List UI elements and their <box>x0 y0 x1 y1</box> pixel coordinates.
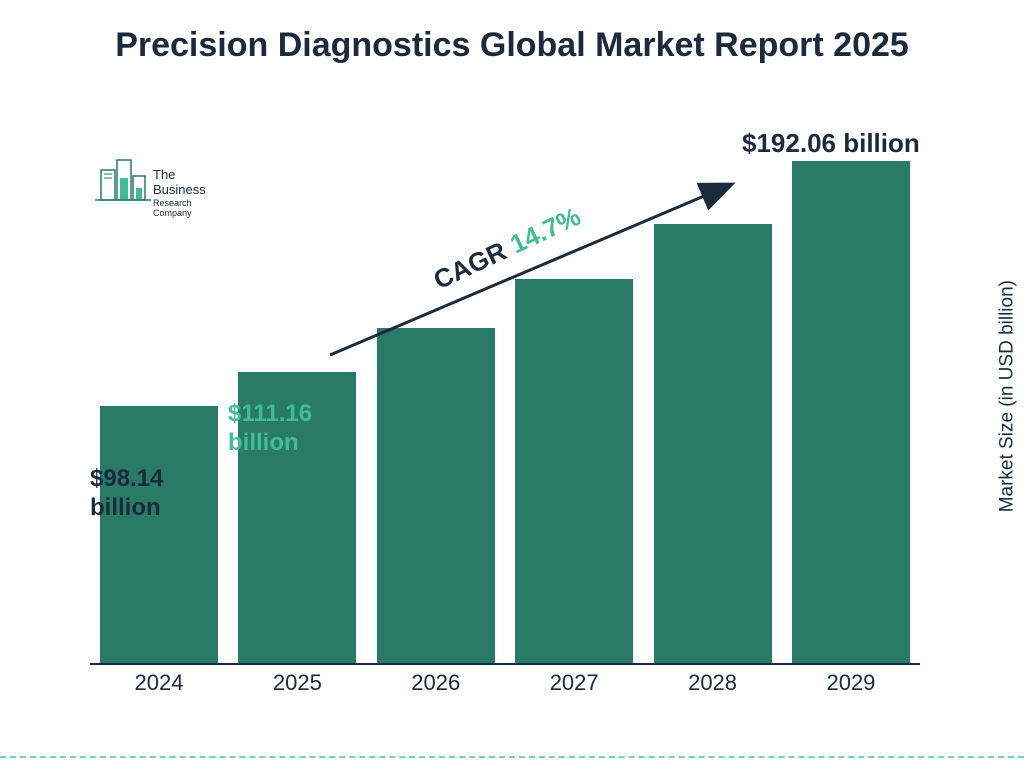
x-axis-tick-label: 2026 <box>377 670 495 696</box>
x-axis-baseline <box>90 663 920 665</box>
bar <box>377 328 495 663</box>
x-axis-tick-label: 2025 <box>238 670 356 696</box>
bar-slot <box>377 328 495 663</box>
x-axis-tick-label: 2028 <box>654 670 772 696</box>
bottom-dashed-line <box>0 756 1024 758</box>
plot-region <box>90 140 920 665</box>
bar-slot <box>100 406 218 663</box>
chart-title: Precision Diagnostics Global Market Repo… <box>0 24 1024 67</box>
bar <box>100 406 218 663</box>
x-axis-tick-label: 2029 <box>792 670 910 696</box>
bar-slot <box>792 161 910 663</box>
bar-slot <box>515 279 633 663</box>
bar <box>515 279 633 663</box>
x-axis-labels: 2024 2025 2026 2027 2028 2029 <box>90 670 920 696</box>
callout-2024: $98.14 billion <box>90 465 210 523</box>
chart-area: 2024 2025 2026 2027 2028 2029 <box>90 140 920 700</box>
y-axis-label: Market Size (in USD billion) <box>996 280 1018 512</box>
callout-2025: $111.16 billion <box>228 400 358 458</box>
callout-2029: $192.06 billion <box>742 128 920 159</box>
bar-slot <box>654 224 772 663</box>
bars-container <box>90 140 920 663</box>
x-axis-tick-label: 2024 <box>100 670 218 696</box>
x-axis-tick-label: 2027 <box>515 670 633 696</box>
bar <box>654 224 772 663</box>
bar <box>792 161 910 663</box>
